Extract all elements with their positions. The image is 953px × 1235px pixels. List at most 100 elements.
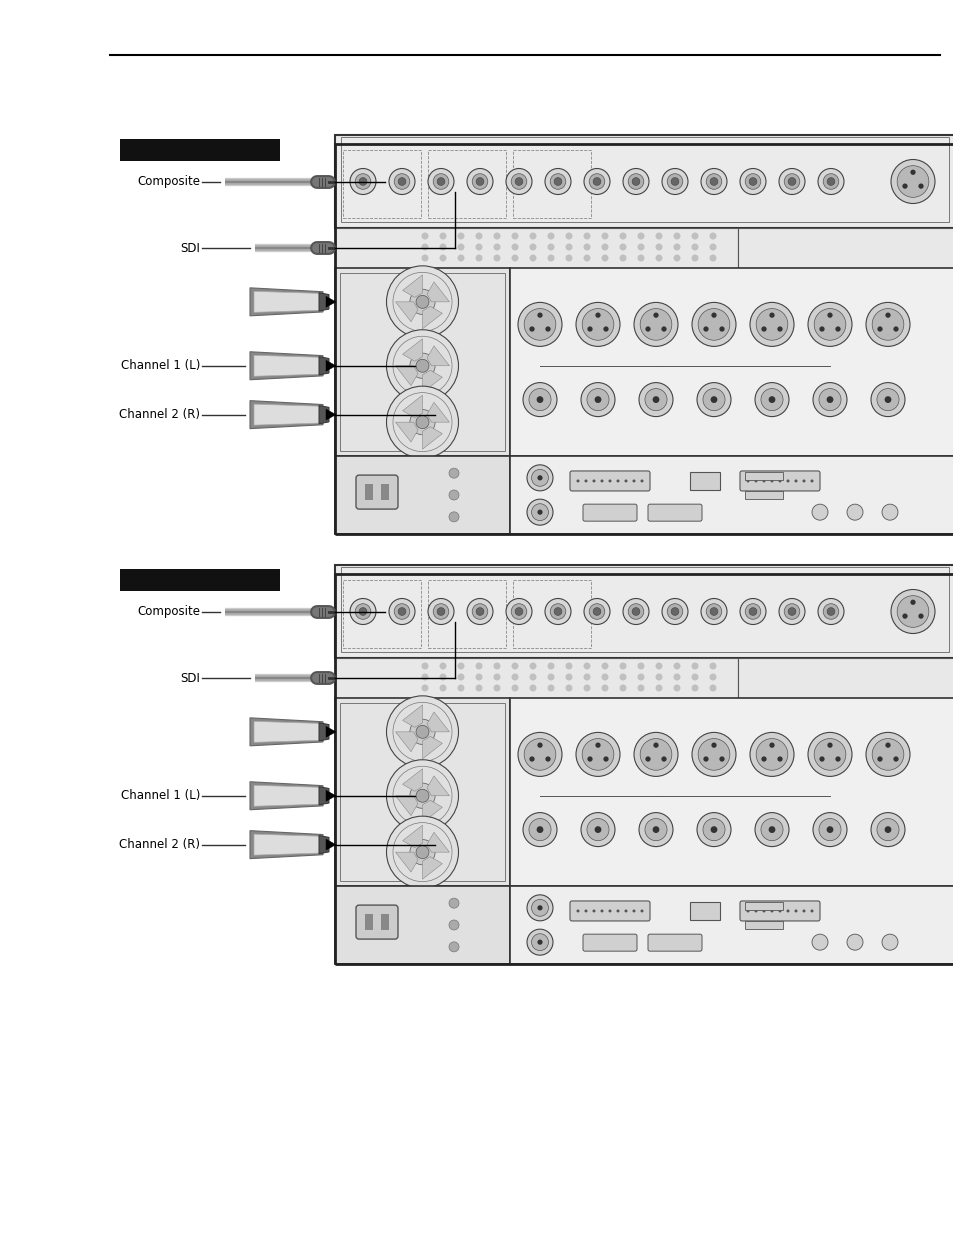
Circle shape <box>583 254 590 262</box>
Bar <box>380 484 389 500</box>
Circle shape <box>410 353 435 378</box>
Circle shape <box>760 756 766 762</box>
Polygon shape <box>422 426 442 450</box>
Circle shape <box>601 232 608 240</box>
Circle shape <box>748 178 756 185</box>
Circle shape <box>358 608 367 615</box>
Bar <box>510 885 953 965</box>
Circle shape <box>565 243 572 251</box>
Polygon shape <box>427 403 449 422</box>
Circle shape <box>779 599 804 625</box>
Bar <box>689 902 720 920</box>
Circle shape <box>865 732 909 777</box>
Circle shape <box>810 909 813 913</box>
Polygon shape <box>395 732 417 752</box>
Circle shape <box>457 662 464 669</box>
FancyBboxPatch shape <box>355 475 397 509</box>
Circle shape <box>632 178 639 185</box>
Circle shape <box>476 178 483 185</box>
Circle shape <box>652 826 659 832</box>
Circle shape <box>581 739 613 771</box>
Circle shape <box>740 599 765 625</box>
Circle shape <box>698 739 729 771</box>
Circle shape <box>624 479 627 483</box>
Circle shape <box>778 479 781 483</box>
Circle shape <box>785 909 789 913</box>
Bar <box>744 472 782 479</box>
Circle shape <box>637 673 644 680</box>
Circle shape <box>457 673 464 680</box>
Circle shape <box>779 168 804 194</box>
Circle shape <box>749 732 793 777</box>
Circle shape <box>883 396 890 403</box>
Circle shape <box>505 599 532 625</box>
Circle shape <box>822 604 838 619</box>
Circle shape <box>818 819 841 841</box>
Circle shape <box>639 909 643 913</box>
Circle shape <box>616 909 618 913</box>
Polygon shape <box>427 711 449 732</box>
Circle shape <box>526 929 553 955</box>
Circle shape <box>594 826 600 832</box>
Circle shape <box>882 504 897 520</box>
Polygon shape <box>250 288 323 316</box>
Circle shape <box>702 389 724 411</box>
Circle shape <box>876 389 898 411</box>
Circle shape <box>576 303 619 346</box>
Bar <box>428 580 505 648</box>
Bar <box>335 456 510 534</box>
Polygon shape <box>318 722 329 741</box>
Polygon shape <box>318 787 329 805</box>
Circle shape <box>710 826 717 832</box>
Circle shape <box>697 813 730 847</box>
Circle shape <box>754 383 788 416</box>
Circle shape <box>421 673 428 680</box>
Polygon shape <box>422 857 442 879</box>
FancyBboxPatch shape <box>740 902 820 921</box>
Circle shape <box>768 396 775 403</box>
Circle shape <box>801 909 804 913</box>
Circle shape <box>673 254 679 262</box>
Circle shape <box>711 312 716 317</box>
Circle shape <box>547 254 554 262</box>
Circle shape <box>545 326 550 332</box>
Circle shape <box>529 243 536 251</box>
Circle shape <box>660 326 666 332</box>
Polygon shape <box>253 404 320 425</box>
Circle shape <box>602 326 608 332</box>
Circle shape <box>618 254 626 262</box>
Circle shape <box>583 684 590 692</box>
FancyBboxPatch shape <box>355 905 397 939</box>
Circle shape <box>522 383 557 416</box>
Polygon shape <box>422 306 442 329</box>
FancyBboxPatch shape <box>569 902 649 921</box>
Circle shape <box>537 510 542 515</box>
Circle shape <box>632 608 639 615</box>
Circle shape <box>511 604 526 619</box>
Circle shape <box>768 742 774 748</box>
Circle shape <box>587 326 592 332</box>
Text: SDI: SDI <box>180 672 200 684</box>
Circle shape <box>529 756 534 762</box>
Circle shape <box>697 383 730 416</box>
Bar <box>428 149 505 219</box>
Polygon shape <box>402 705 422 727</box>
Circle shape <box>576 909 578 913</box>
Circle shape <box>601 254 608 262</box>
Circle shape <box>410 719 435 745</box>
Circle shape <box>397 608 405 615</box>
Circle shape <box>632 909 635 913</box>
Circle shape <box>813 739 845 771</box>
Polygon shape <box>402 338 422 362</box>
Text: Channel 1 (L): Channel 1 (L) <box>120 789 200 803</box>
Circle shape <box>528 819 551 841</box>
Circle shape <box>770 909 773 913</box>
Polygon shape <box>427 346 449 366</box>
Circle shape <box>583 243 590 251</box>
Polygon shape <box>318 836 329 853</box>
Circle shape <box>618 673 626 680</box>
Polygon shape <box>253 834 320 855</box>
Circle shape <box>661 599 687 625</box>
Polygon shape <box>250 831 323 858</box>
FancyBboxPatch shape <box>740 471 820 492</box>
